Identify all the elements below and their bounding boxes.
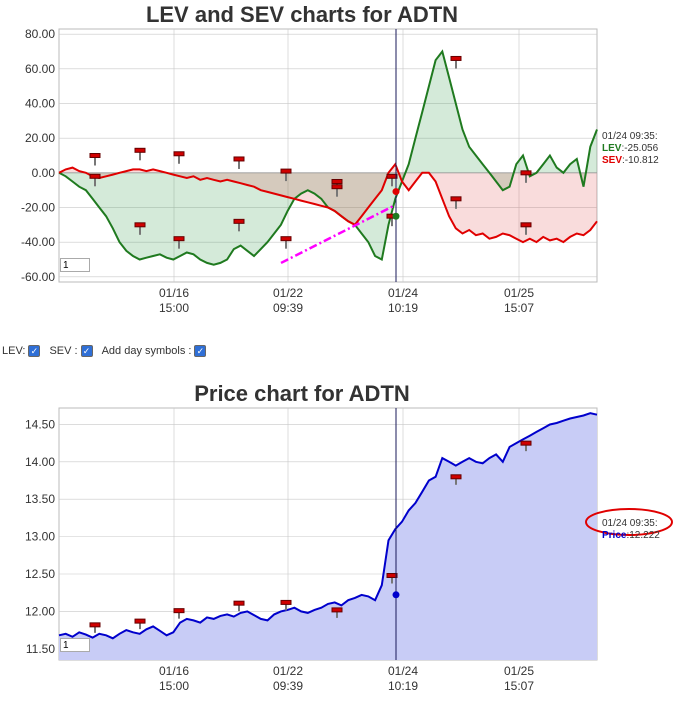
lev-readout-lev-value: :-25.056 xyxy=(621,143,659,154)
lev-day-marker xyxy=(134,147,146,153)
lev-day-marker xyxy=(280,236,292,242)
lev-day-marker xyxy=(233,218,245,224)
lev-x-tick-time: 15:00 xyxy=(159,301,189,315)
lev-readout-sev-label: SEV xyxy=(602,155,623,166)
lev-y-tick: 0.00 xyxy=(32,166,56,180)
lev-x-tick-date: 01/25 xyxy=(504,286,534,300)
lev-checkbox[interactable]: ✓ xyxy=(28,345,41,357)
lev-day-marker xyxy=(173,236,185,242)
price-x-tick-time: 09:39 xyxy=(273,679,303,693)
lev-x-tick-time: 15:07 xyxy=(504,301,534,315)
day-symbols-checkbox-label: Add day symbols : xyxy=(101,345,192,357)
lev-cursor-point xyxy=(392,212,400,220)
price-area xyxy=(59,413,597,660)
price-day-marker xyxy=(89,622,101,628)
price-day-marker xyxy=(520,440,532,446)
lev-y-tick: 80.00 xyxy=(25,27,55,41)
price-y-tick: 14.50 xyxy=(25,417,55,431)
lev-x-tick-time: 10:19 xyxy=(388,301,418,315)
lev-x-tick-date: 01/22 xyxy=(273,286,303,300)
lev-y-tick: -40.00 xyxy=(21,235,55,249)
price-y-tick: 12.50 xyxy=(25,567,55,581)
price-readout-price-label: Price xyxy=(602,530,627,541)
price-day-marker xyxy=(386,573,398,579)
lev-day-marker xyxy=(173,151,185,157)
lev-day-marker xyxy=(89,153,101,158)
lev-y-tick: 20.00 xyxy=(25,131,55,145)
price-x-tick-time: 10:19 xyxy=(388,679,418,693)
price-day-marker xyxy=(331,607,343,613)
lev-zoom-input[interactable]: 1 xyxy=(60,258,90,272)
price-cursor-point xyxy=(392,591,400,599)
sev-checkbox-label: SEV : xyxy=(49,345,78,357)
lev-day-marker xyxy=(134,222,146,228)
price-y-tick: 13.50 xyxy=(25,492,55,506)
price-x-tick-date: 01/22 xyxy=(273,664,303,678)
lev-y-tick: -60.00 xyxy=(21,270,55,284)
lev-readout: 01/24 09:35: LEV:-25.056 SEV:-10.812 xyxy=(602,131,659,167)
price-x-tick-date: 01/24 xyxy=(388,664,418,678)
lev-readout-lev-label: LEV xyxy=(602,143,622,154)
lev-day-marker xyxy=(450,55,462,61)
lev-y-tick: -20.00 xyxy=(21,200,55,214)
price-day-marker xyxy=(280,599,292,605)
price-y-tick: 11.50 xyxy=(26,642,55,656)
lev-area xyxy=(59,51,597,265)
price-x-tick-date: 01/16 xyxy=(159,664,189,678)
sev-area xyxy=(59,164,597,243)
day-symbols-checkbox[interactable]: ✓ xyxy=(194,345,207,357)
lev-day-marker xyxy=(89,173,101,179)
lev-readout-lev: LEV:-25.056 xyxy=(602,143,659,155)
lev-y-tick: 40.00 xyxy=(25,97,55,111)
lev-day-marker xyxy=(520,170,532,176)
price-x-tick-time: 15:07 xyxy=(504,679,534,693)
lev-x-tick-time: 09:39 xyxy=(273,301,303,315)
lev-chart-title: LEV and SEV charts for ADTN xyxy=(145,2,459,27)
lev-readout-sev: SEV:-10.812 xyxy=(602,155,659,167)
price-y-tick: 14.00 xyxy=(25,455,55,469)
price-day-marker xyxy=(134,618,146,624)
lev-day-marker xyxy=(233,156,245,162)
chart-controls: LEV: ✓ SEV : ✓ Add day symbols : ✓ xyxy=(2,345,212,357)
price-day-marker xyxy=(233,600,245,606)
lev-trend-line xyxy=(280,204,395,265)
sev-series-line xyxy=(58,162,598,244)
lev-day-marker xyxy=(520,222,532,228)
price-readout-price: Price:12.222 xyxy=(602,530,660,542)
lev-day-marker xyxy=(331,184,343,190)
lev-readout-time: 01/24 09:35: xyxy=(602,131,658,142)
lev-x-tick-date: 01/24 xyxy=(388,286,418,300)
price-day-marker xyxy=(173,608,185,614)
lev-readout-sev-value: :-10.812 xyxy=(622,155,659,166)
lev-y-tick: 60.00 xyxy=(25,62,55,76)
price-chart-title: Price chart for ADTN xyxy=(194,381,410,406)
price-readout-time: 01/24 09:35: xyxy=(602,518,658,529)
price-readout-highlight-circle xyxy=(585,508,673,536)
sev-checkbox[interactable]: ✓ xyxy=(80,345,93,357)
lev-day-marker xyxy=(450,196,462,202)
price-readout-price-value: :12.222 xyxy=(626,530,660,541)
lev-x-tick-date: 01/16 xyxy=(159,286,189,300)
price-x-tick-time: 15:00 xyxy=(159,679,189,693)
lev-day-marker xyxy=(386,173,398,179)
price-series-line xyxy=(58,412,598,640)
price-readout: 01/24 09:35: Price:12.222 xyxy=(602,518,660,542)
price-y-tick: 12.00 xyxy=(25,604,55,618)
lev-day-marker xyxy=(331,178,343,184)
price-y-tick: 13.00 xyxy=(25,530,55,544)
price-zoom-input[interactable]: 1 xyxy=(60,638,90,652)
lev-checkbox-label: LEV: xyxy=(2,345,26,357)
price-day-marker xyxy=(450,474,462,480)
sev-cursor-point xyxy=(392,188,400,196)
lev-day-marker xyxy=(280,168,292,174)
price-x-tick-date: 01/25 xyxy=(504,664,534,678)
